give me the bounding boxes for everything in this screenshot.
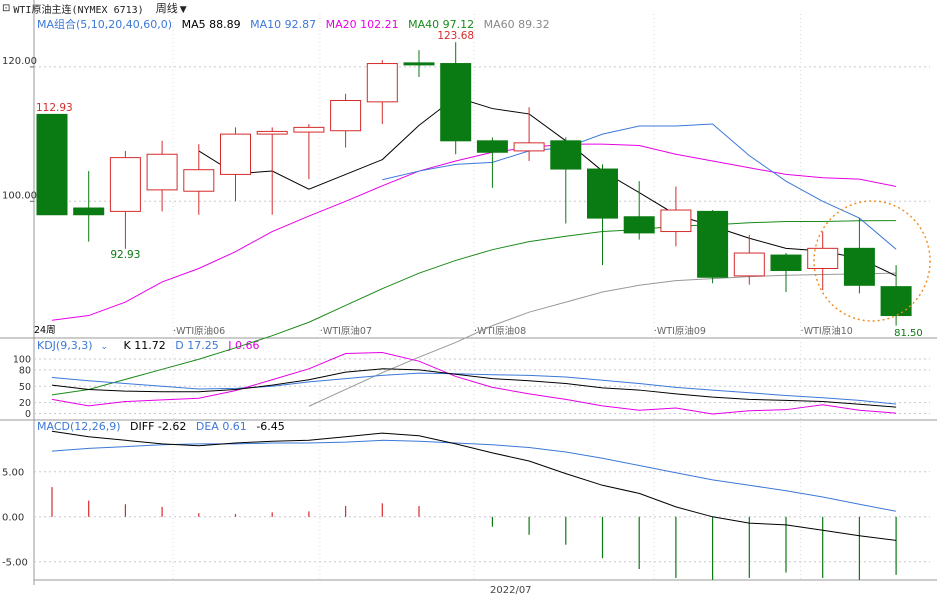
kdj-k-label: K 11.72 (123, 339, 166, 352)
macd-tick-label: -5.00 (2, 557, 28, 568)
kdj-tick-label: 50 (19, 382, 31, 393)
macd-hist-label: -6.45 (256, 420, 285, 433)
candle-body (183, 169, 215, 192)
candle-body (807, 247, 839, 269)
candle-body (843, 247, 875, 286)
macd-legend: MACD(12,26,9) DIFF -2.62 DEA 0.61 -6.45 (37, 420, 291, 433)
week-label: ·WTI原油08 (474, 325, 526, 337)
ma5-line (198, 96, 897, 277)
week-label: ·WTI原油07 (320, 325, 372, 337)
ma5-label: MA5 88.89 (181, 18, 241, 31)
macd-tick-label: 5.00 (2, 467, 24, 478)
candle-body (880, 286, 912, 317)
chevron-down-icon: ⌄ (100, 342, 109, 352)
candle-body (770, 254, 802, 272)
candle-body (587, 168, 618, 219)
ma10-label: MA10 92.87 (250, 18, 317, 31)
period-label: 周线 (155, 2, 178, 15)
kdj-tick-label: 20 (19, 398, 31, 409)
candle-body (733, 252, 765, 277)
ma20-line (51, 143, 897, 321)
candle-body (366, 63, 398, 103)
candle-body (440, 63, 472, 142)
candle-body (36, 113, 68, 216)
price-tick-label: 120.00 (2, 56, 37, 67)
candle-body (293, 126, 325, 133)
candle-body (220, 133, 251, 175)
kdj-d-line (51, 372, 897, 405)
highlight-circle (813, 200, 931, 322)
candle-body (623, 216, 655, 234)
kdj-k-line (51, 368, 897, 408)
period-count-label: 24周 (34, 325, 56, 336)
kdj-tick-label: 0 (25, 409, 31, 420)
kdj-legend-name[interactable]: KDJ(9,3,3) ⌄ (37, 339, 114, 352)
ma10-line (382, 123, 897, 250)
macd-tick-label: 0.00 (2, 512, 24, 523)
candle-body (73, 207, 105, 216)
candle-body (146, 153, 178, 191)
ma60-label: MA60 89.32 (483, 18, 550, 31)
ma20-label: MA20 102.21 (325, 18, 399, 31)
date-axis-label: 2022/07 (490, 585, 532, 596)
period-selector[interactable]: 周线 ▼ (156, 0, 187, 16)
candle-body (697, 210, 729, 278)
candle-body (256, 130, 288, 135)
candle-body (513, 142, 545, 152)
macd-dea-label: DEA 0.61 (195, 420, 247, 433)
instrument-title: WTI原油主连(NYMEX 6713) (13, 4, 144, 16)
window-icon[interactable]: ⊡ (2, 2, 11, 14)
chevron-down-icon: ▼ (179, 5, 187, 15)
week-label: ·WTI原油09 (654, 325, 706, 337)
low-annotation: 92.93 (110, 249, 140, 261)
kdj-j-line (51, 351, 897, 415)
candle-body (330, 100, 362, 132)
macd-diff-line (51, 430, 897, 541)
kdj-d-label: D 17.25 (175, 339, 219, 352)
macd-diff-label: DIFF -2.62 (130, 420, 187, 433)
high-annotation: 123.68 (437, 30, 474, 42)
ma-legend-name[interactable]: MA组合(5,10,20,40,60,0) (37, 18, 173, 31)
ma40-line (51, 220, 897, 396)
ma40-label: MA40 97.12 (408, 18, 475, 31)
kdj-name-text: KDJ(9,3,3) (37, 339, 93, 352)
ma60-line (308, 272, 897, 407)
ma-legend: MA组合(5,10,20,40,60,0) MA5 88.89 MA10 92.… (37, 16, 556, 32)
kdj-tick-label: 100 (13, 355, 31, 366)
candle-body (109, 157, 141, 212)
macd-dea-line (51, 439, 897, 512)
chart-header: ⊡ WTI原油主连(NYMEX 6713) 周线 ▼ (0, 0, 187, 16)
price-tick-label: 100.00 (2, 190, 37, 201)
candle-body (476, 140, 508, 153)
kdj-tick-label: 80 (19, 365, 31, 376)
candle-body (660, 209, 692, 233)
week-label: ·WTI原油10 (801, 325, 853, 337)
week-label: ·WTI原油06 (173, 325, 225, 337)
last-low-label: 81.50 (894, 328, 923, 339)
macd-legend-name[interactable]: MACD(12,26,9) (37, 420, 121, 433)
candle-body (550, 140, 582, 170)
open-high-annotation: 112.93 (36, 102, 73, 114)
candle-body (403, 62, 435, 66)
